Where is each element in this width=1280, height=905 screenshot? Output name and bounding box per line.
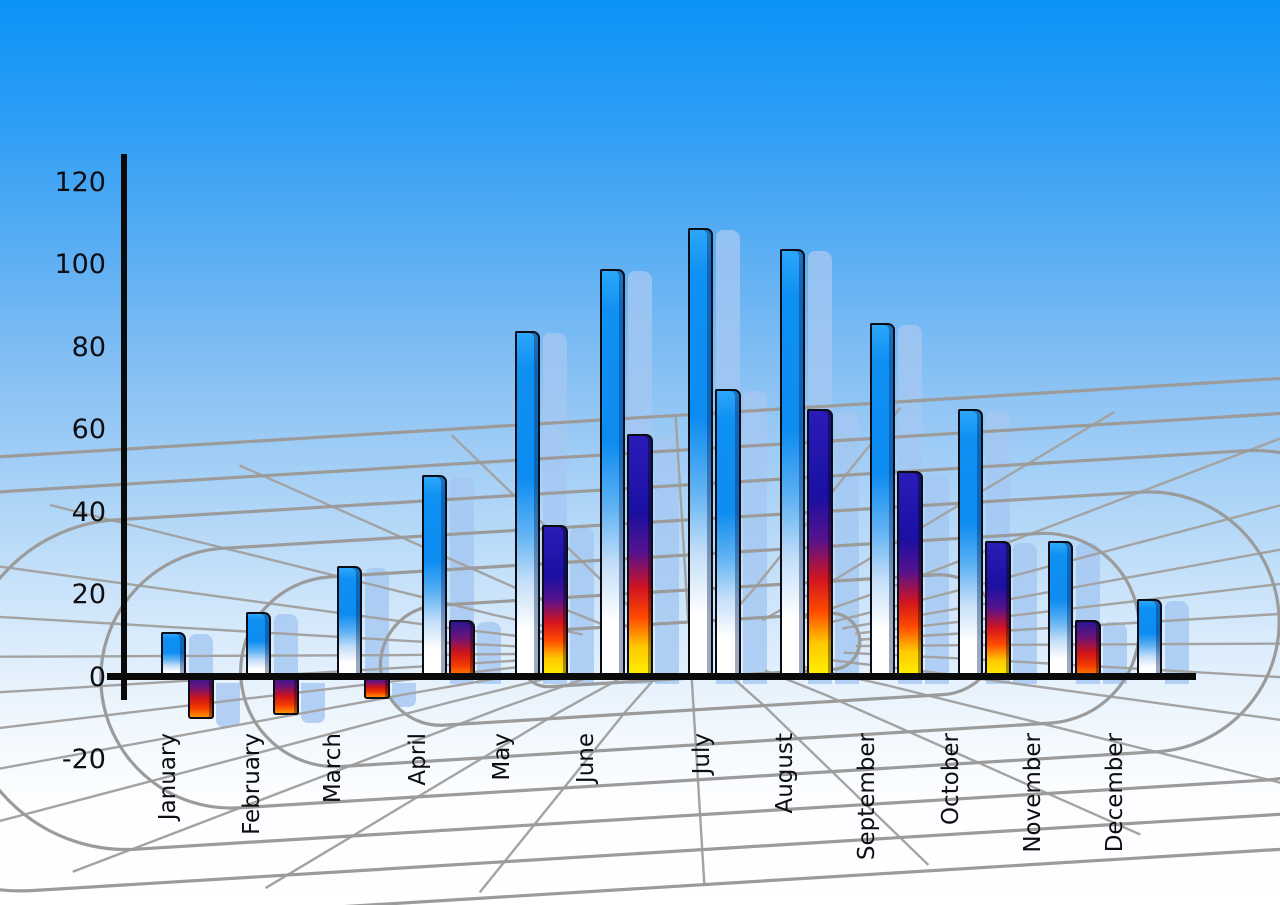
bar-january-secondary-shadow bbox=[216, 683, 240, 728]
bar-march-primary bbox=[337, 566, 362, 678]
grid-spoke bbox=[0, 652, 525, 660]
y-tick-label-100: 100 bbox=[54, 249, 106, 280]
x-axis-line bbox=[107, 673, 1196, 680]
y-axis-line bbox=[121, 154, 127, 700]
bar-april-secondary bbox=[449, 619, 475, 678]
x-label-august: August bbox=[772, 733, 798, 814]
bar-november-primary bbox=[1048, 541, 1073, 678]
y-tick-label-40: 40 bbox=[71, 496, 106, 528]
bar-august-primary bbox=[780, 248, 805, 678]
bar-february-primary-shadow bbox=[274, 613, 298, 684]
grid-spoke bbox=[821, 454, 1280, 626]
grid-spoke bbox=[764, 669, 1141, 836]
y-tick-label--20: -20 bbox=[61, 744, 106, 775]
bar-december-primary bbox=[1137, 599, 1162, 678]
bar-july-primary bbox=[688, 227, 713, 678]
bar-january-primary bbox=[161, 632, 186, 678]
bar-november-secondary bbox=[1075, 619, 1101, 678]
bar-april-primary bbox=[422, 475, 447, 678]
bar-june-primary bbox=[600, 269, 625, 678]
y-tick-label-60: 60 bbox=[71, 414, 106, 445]
x-label-june: June bbox=[573, 733, 599, 784]
bar-march-secondary bbox=[364, 676, 390, 699]
x-label-may: May bbox=[489, 733, 515, 781]
x-label-april: April bbox=[405, 733, 431, 786]
bar-august-secondary bbox=[807, 409, 833, 678]
bar-august-secondary-shadow bbox=[835, 411, 859, 684]
x-label-december: December bbox=[1102, 733, 1128, 853]
y-tick-label-20: 20 bbox=[71, 579, 106, 610]
bar-january-secondary bbox=[188, 676, 214, 720]
bar-may-primary bbox=[515, 331, 540, 678]
bar-october-primary bbox=[958, 409, 983, 678]
grid-ring bbox=[0, 407, 1280, 893]
y-tick-label-120: 120 bbox=[54, 166, 106, 198]
bar-september-secondary bbox=[897, 471, 923, 678]
bar-june-secondary-shadow bbox=[655, 436, 679, 684]
bar-february-primary bbox=[246, 611, 271, 678]
bar-september-secondary-shadow bbox=[925, 473, 949, 684]
grid-spoke bbox=[0, 674, 559, 846]
x-label-november: November bbox=[1020, 733, 1046, 853]
bar-february-secondary bbox=[273, 676, 299, 716]
bar-may-secondary bbox=[542, 524, 568, 678]
grid-ring bbox=[0, 366, 1280, 905]
y-tick-label-80: 80 bbox=[71, 331, 106, 363]
grid-spoke bbox=[49, 503, 584, 636]
x-label-october: October bbox=[938, 733, 964, 826]
bar-july-secondary-shadow bbox=[743, 390, 767, 684]
bar-october-secondary bbox=[985, 541, 1011, 678]
x-label-march: March bbox=[320, 733, 346, 804]
x-label-september: September bbox=[854, 733, 880, 861]
grid-spoke bbox=[823, 658, 1280, 750]
bar-june-secondary bbox=[627, 434, 653, 678]
bar-september-primary bbox=[870, 322, 895, 678]
grid-ring bbox=[0, 448, 1280, 852]
grid-spoke bbox=[0, 602, 537, 649]
grid-spoke bbox=[72, 677, 586, 873]
x-label-july: July bbox=[689, 733, 715, 775]
y-tick-label-0: 0 bbox=[88, 661, 106, 693]
bar-july-secondary bbox=[715, 388, 741, 678]
x-label-february: February bbox=[239, 733, 265, 835]
grid-spoke bbox=[264, 678, 619, 890]
x-label-january: January bbox=[155, 733, 181, 821]
grid-spoke bbox=[796, 664, 1280, 797]
grid-spoke bbox=[0, 670, 539, 809]
grid-ring bbox=[99, 490, 1280, 810]
